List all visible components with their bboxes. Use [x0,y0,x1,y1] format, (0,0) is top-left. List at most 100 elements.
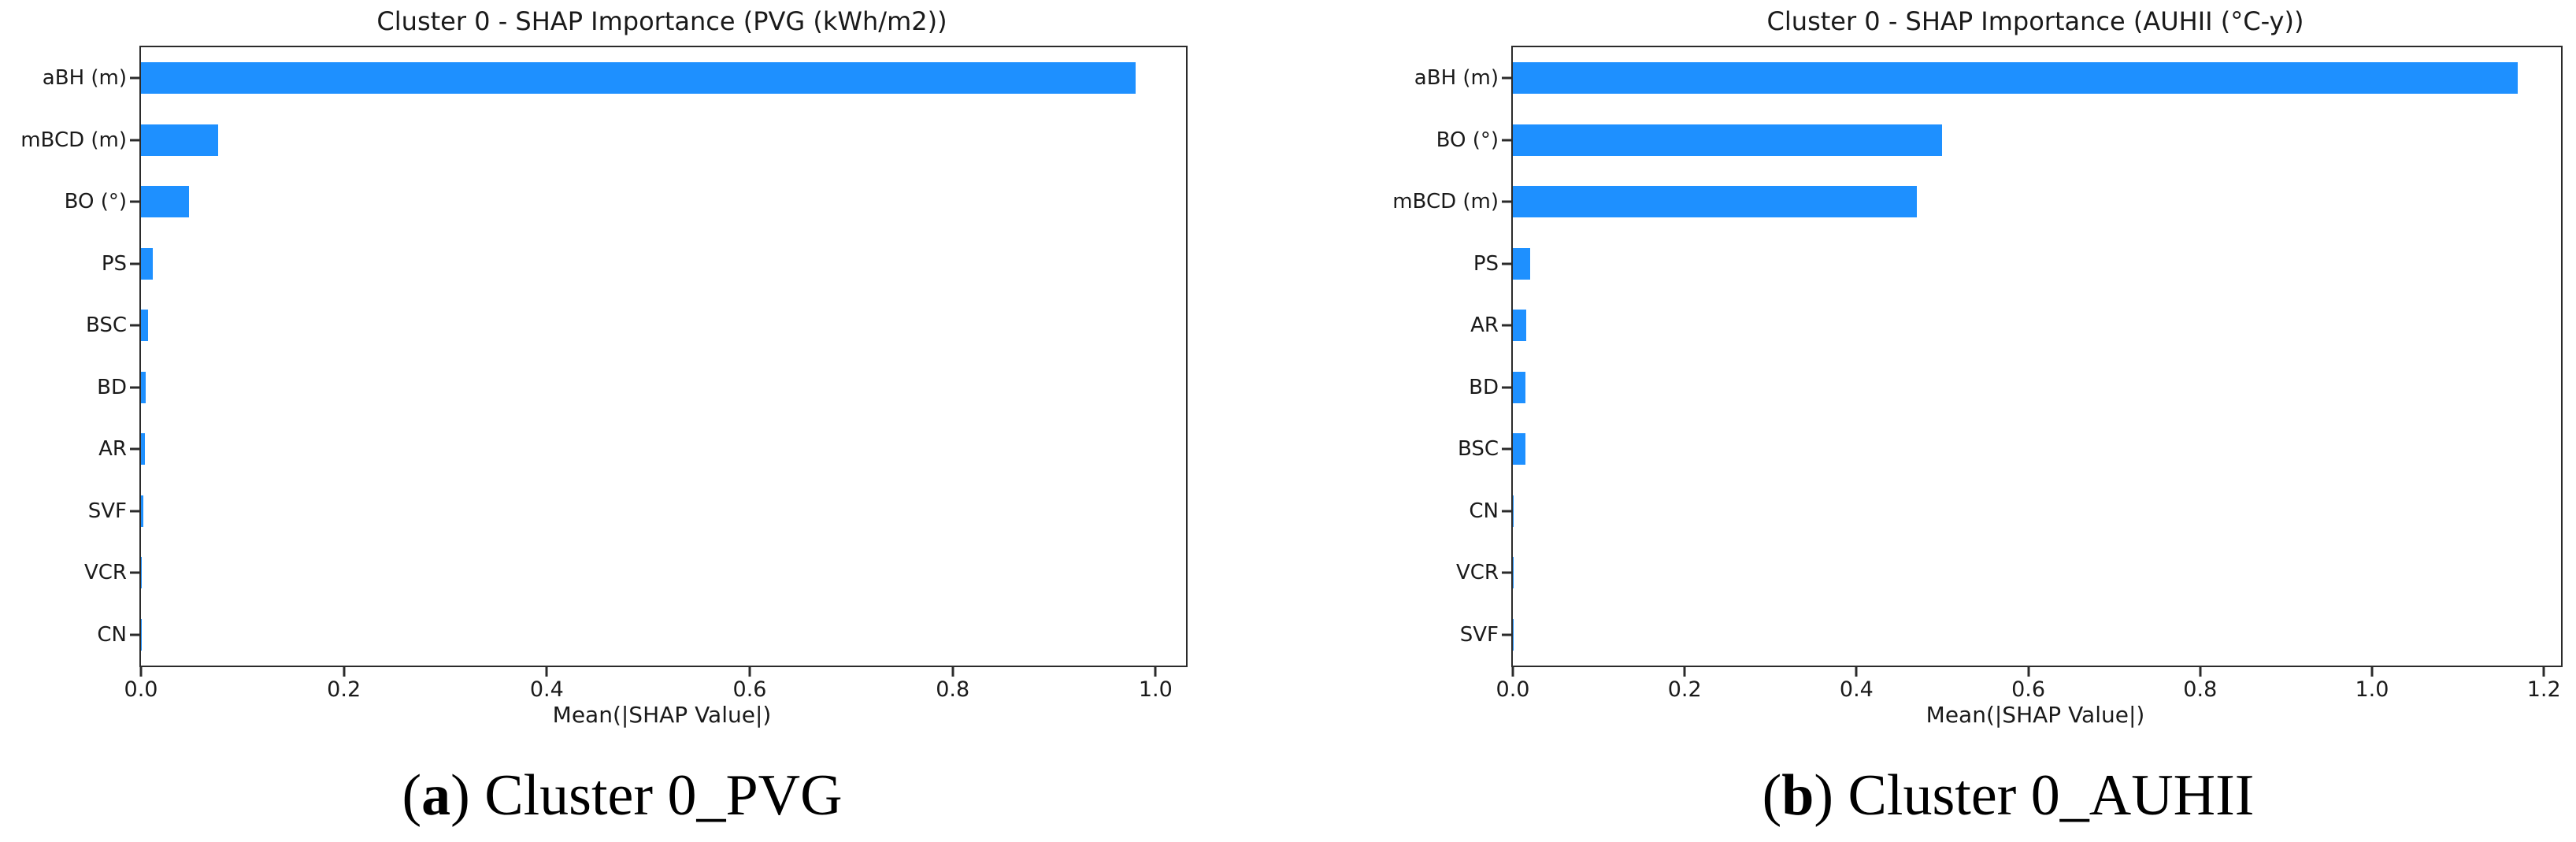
x-tick-mark [2027,667,2030,677]
x-tick-label: 0.8 [2183,677,2218,702]
y-tick-mark [1502,386,1511,389]
y-tick-mark [130,76,139,80]
x-tick-label: 0.2 [327,677,361,702]
bar [1513,433,1526,466]
bar [1513,495,1514,527]
bar [141,433,146,466]
caption-text-a: ) Cluster 0_PVG [450,763,843,828]
x-tick-mark [1154,667,1157,677]
y-tick-mark [1502,324,1511,327]
y-tick-label: aBH (m) [1414,66,1499,91]
caption-paren-open: ( [1762,763,1782,828]
chart-title-b: Cluster 0 - SHAP Importance (AUHII (°C-y… [1766,6,2304,36]
caption-paren-open: ( [402,763,422,828]
caption-marker-b: b [1781,763,1814,828]
y-tick-label: VCR [83,561,127,585]
y-tick-label: PS [101,251,127,276]
x-tick-label: 0.0 [1496,677,1530,702]
y-tick-mark [1502,571,1511,574]
x-tick-label: 0.6 [2011,677,2046,702]
bar [141,557,143,589]
y-tick-mark [1502,76,1511,80]
y-tick-mark [1502,633,1511,636]
y-tick-mark [130,139,139,142]
x-tick-label: 0.2 [1667,677,1702,702]
subfigure-caption-a: (a) Cluster 0_PVG [402,759,842,832]
y-tick-label: VCR [1455,561,1499,585]
bar [141,618,143,651]
x-tick-mark [139,667,143,677]
x-tick-mark [343,667,346,677]
y-tick-label: BD [1469,375,1499,399]
plot-area-a: aBH (m) mBCD (m) BO (°) PS BSC BD AR SVF VCR CN 0.… [20,46,1188,702]
y-tick-label: SVF [1459,622,1499,647]
y-tick-mark [130,324,139,327]
x-tick-label: 0.6 [732,677,767,702]
x-tick-mark [1855,667,1858,677]
y-tick-mark [130,633,139,636]
x-tick-mark [2199,667,2202,677]
x-tick-label: 0.0 [124,677,158,702]
bar [141,371,146,403]
x-tick-mark [1511,667,1514,677]
y-tick-label: SVF [87,499,127,523]
x-tick-label: 1.0 [2355,677,2389,702]
x-tick-label: 1.0 [1138,677,1173,702]
bar [141,186,189,218]
y-tick-label: AR [1470,313,1499,338]
x-tick-label: 0.4 [529,677,564,702]
subfigure-caption-b: (b) Cluster 0_AUHII [1762,759,2255,832]
y-tick-label: BSC [1457,437,1499,462]
y-tick-mark [130,262,139,265]
y-tick-mark [130,510,139,513]
x-axis-label-b: Mean(|SHAP Value|) [1926,702,2145,728]
x-tick-mark [748,667,751,677]
bar [1513,371,1526,403]
chart-title-a: Cluster 0 - SHAP Importance (PVG (kWh/m2… [376,6,947,36]
y-tick-label: AR [98,437,127,462]
y-tick-mark [130,571,139,574]
y-tick-label: mBCD (m) [20,128,127,152]
y-tick-mark [1502,447,1511,451]
x-axis-label-a: Mean(|SHAP Value|) [552,702,772,728]
y-tick-label: aBH (m) [42,66,127,91]
y-tick-label: BD [97,375,127,399]
y-tick-mark [1502,262,1511,265]
x-tick-label: 1.2 [2526,677,2561,702]
plot-area-b: aBH (m) BO (°) mBCD (m) PS AR BD BSC CN VCR SVF 0.… [1392,46,2563,702]
y-tick-mark [1502,139,1511,142]
bar [1513,124,1943,156]
x-tick-mark [2370,667,2374,677]
y-tick-label: CN [97,622,127,647]
y-tick-label: PS [1473,251,1499,276]
x-tick-label: 0.8 [936,677,970,702]
y-tick-mark [130,386,139,389]
y-tick-mark [1502,200,1511,203]
y-tick-label: mBCD (m) [1392,190,1499,214]
x-tick-label: 0.4 [1839,677,1874,702]
bar [1513,186,1917,218]
bar [141,495,143,527]
bar [1513,557,1514,589]
bar [141,247,154,280]
y-tick-mark [130,200,139,203]
bar [141,124,218,156]
y-tick-label: BO (°) [1436,128,1499,152]
y-tick-mark [130,447,139,451]
x-tick-mark [951,667,954,677]
bar [1513,310,1527,342]
bar [1513,62,2519,95]
y-tick-mark [1502,510,1511,513]
y-tick-label: CN [1469,499,1499,523]
bar [1513,247,1530,280]
caption-text-b: ) Cluster 0_AUHII [1814,763,2255,828]
x-tick-mark [2542,667,2545,677]
y-tick-label: BO (°) [64,190,127,214]
caption-marker-a: a [421,763,451,828]
y-tick-label: BSC [85,313,127,338]
bar [141,62,1136,95]
x-tick-mark [1683,667,1686,677]
bar [141,310,149,342]
x-tick-mark [545,667,548,677]
